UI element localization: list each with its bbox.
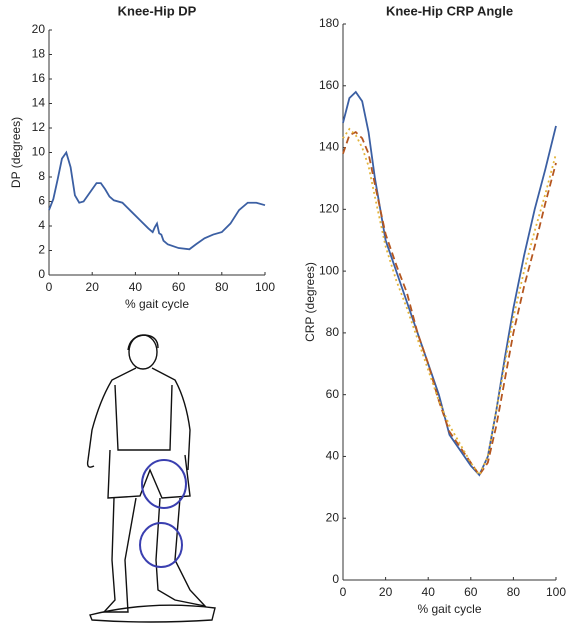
y-tick-label: 100 [319, 263, 339, 277]
hip-circle [142, 460, 186, 508]
figure: Knee-Hip DP 0 2 4 6 8 10 12 14 16 18 20 0 20 40 60 80 100… [0, 0, 568, 626]
y-tick-label: 80 [326, 325, 340, 339]
y-axis-label: CRP (degrees) [303, 262, 317, 342]
shorts [108, 450, 190, 498]
y-tick-label: 2 [38, 243, 45, 257]
y-tick-label: 180 [319, 16, 339, 30]
x-tick-label: 0 [46, 280, 53, 294]
x-tick-label: 80 [215, 280, 229, 294]
x-tick-label: 60 [464, 585, 478, 599]
y-tick-label: 0 [38, 267, 45, 281]
x-tick-label: 20 [379, 585, 393, 599]
y-tick-label: 16 [32, 71, 46, 85]
y-tick-label: 20 [32, 22, 46, 36]
chart-title: Knee-Hip CRP Angle [386, 3, 513, 18]
x-tick-label: 0 [340, 585, 347, 599]
x-tick-label: 20 [86, 280, 100, 294]
x-tick-label: 60 [172, 280, 186, 294]
y-tick-label: 160 [319, 78, 339, 92]
y-tick-label: 14 [32, 96, 46, 110]
series-line [49, 153, 265, 250]
y-tick-label: 0 [332, 572, 339, 586]
series-line [343, 92, 556, 475]
x-tick-label: 100 [546, 585, 566, 599]
cap [128, 335, 158, 350]
y-axis-label: DP (degrees) [9, 117, 23, 188]
shirt [115, 385, 172, 450]
x-tick-label: 80 [507, 585, 521, 599]
y-tick-label: 40 [326, 449, 340, 463]
x-tick-label: 100 [255, 280, 275, 294]
y-tick-label: 4 [38, 218, 45, 232]
y-tick-label: 20 [326, 510, 340, 524]
y-tick-label: 12 [32, 120, 46, 134]
chart-title: Knee-Hip DP [118, 3, 197, 18]
y-tick-label: 6 [38, 194, 45, 208]
y-tick-label: 60 [326, 387, 340, 401]
y-tick-label: 8 [38, 169, 45, 183]
y-tick-label: 120 [319, 202, 339, 216]
y-tick-label: 140 [319, 140, 339, 154]
torso [88, 368, 190, 470]
knee-hip-illustration [88, 335, 215, 622]
x-axis-label: % gait cycle [125, 297, 189, 311]
x-tick-label: 40 [129, 280, 143, 294]
series-line [343, 132, 556, 475]
legs [104, 498, 205, 612]
y-tick-label: 10 [32, 145, 46, 159]
x-axis-label: % gait cycle [417, 602, 481, 616]
x-tick-label: 40 [422, 585, 436, 599]
y-tick-label: 18 [32, 47, 46, 61]
